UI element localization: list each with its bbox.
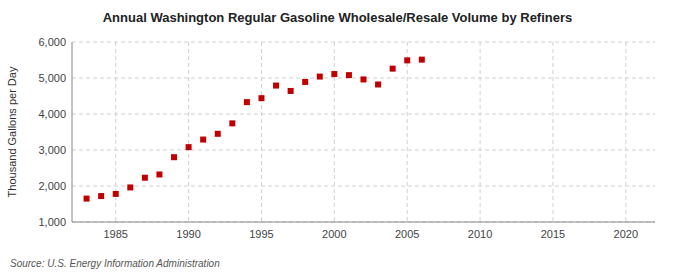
y-grid-line (72, 114, 655, 115)
x-tick-label: 1985 (103, 228, 127, 240)
x-tick-label: 2005 (395, 228, 419, 240)
point (404, 57, 410, 63)
x-grid-line (188, 42, 189, 222)
y-grid-line (72, 186, 655, 187)
point (142, 175, 148, 181)
title: Annual Washington Regular Gasoline Whole… (103, 10, 573, 25)
x-grid-line (480, 42, 481, 222)
chart: 1,000 2,000 3,000 4,000 5,000 6,000 1985 1990 19… (0, 0, 675, 275)
y-tick-label: 5,000 (38, 72, 66, 84)
point (375, 81, 381, 87)
point (258, 95, 264, 101)
point (302, 79, 308, 85)
x-tick-label: 1995 (249, 228, 273, 240)
point (361, 76, 367, 82)
x-tick-label: 2020 (614, 228, 638, 240)
x-tick-label: 2010 (468, 228, 492, 240)
point (390, 66, 396, 72)
point (200, 137, 206, 143)
y-tick-label: 2,000 (38, 180, 66, 192)
tick-labels: 1,000 2,000 3,000 4,000 5,000 6,000 1985 1990 19… (38, 36, 638, 240)
y-axis-label: Thousand Gallons per Day (6, 66, 18, 197)
y-grid-line (72, 222, 655, 223)
x-grid-line (407, 42, 408, 222)
point (331, 71, 337, 77)
y-tick-label: 3,000 (38, 144, 66, 156)
x-grid-line (261, 42, 262, 222)
point (98, 193, 104, 199)
x-grid-line (552, 42, 553, 222)
point (156, 171, 162, 177)
point (273, 83, 279, 89)
point (346, 72, 352, 78)
point (186, 144, 192, 150)
point (84, 196, 90, 202)
x-grid-line (625, 42, 626, 222)
y-axis-line (72, 42, 73, 222)
y-grid-line (72, 150, 655, 151)
annotation: Source: U.S. Energy Information Administ… (10, 258, 220, 269)
point (288, 88, 294, 94)
point (317, 74, 323, 80)
y-grid-line (72, 42, 655, 43)
point (127, 184, 133, 190)
point (419, 57, 425, 63)
grid (72, 42, 655, 222)
point (171, 154, 177, 160)
x-tick-label: 1990 (176, 228, 200, 240)
point (244, 99, 250, 105)
y-tick-label: 4,000 (38, 108, 66, 120)
y-tick-label: 6,000 (38, 36, 66, 48)
point (215, 131, 221, 137)
x-tick-label: 2015 (541, 228, 565, 240)
point (113, 191, 119, 197)
point (229, 120, 235, 126)
y-tick-label: 1,000 (38, 216, 66, 228)
points (84, 57, 425, 202)
x-grid-line (334, 42, 335, 222)
x-tick-label: 2000 (322, 228, 346, 240)
x-axis-line (72, 222, 655, 223)
